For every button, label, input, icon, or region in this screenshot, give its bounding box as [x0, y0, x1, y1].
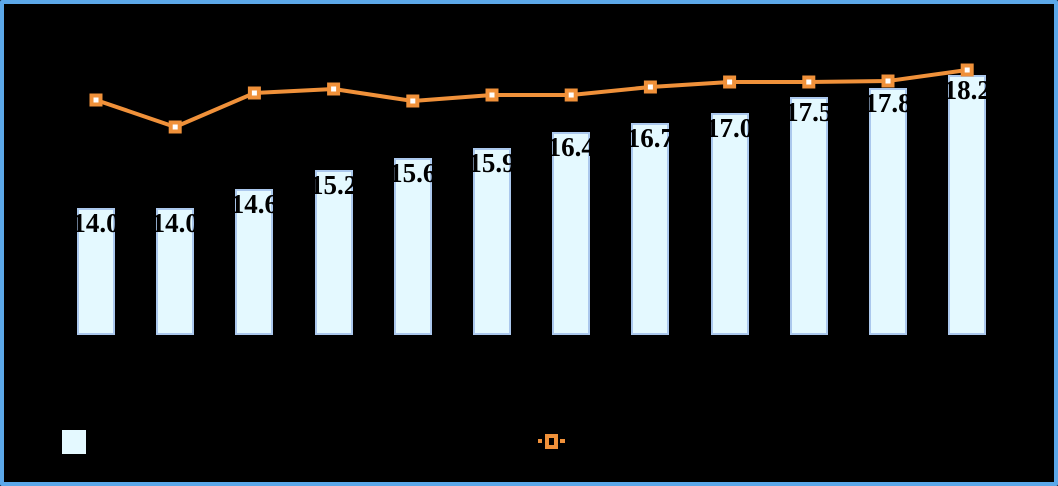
- bar-value-label: 14.0: [72, 208, 120, 239]
- line-marker-center-icon: [489, 92, 495, 98]
- bar: [948, 75, 987, 335]
- line-marker-center-icon: [964, 67, 970, 73]
- line-series: [89, 63, 974, 134]
- line-marker-center-icon: [410, 98, 416, 104]
- line-marker-center-icon: [93, 97, 99, 103]
- legend-line-swatch: [536, 433, 567, 450]
- line-marker-center-icon: [885, 78, 891, 84]
- bar-value-label: 14.0: [151, 208, 199, 239]
- bar: [393, 157, 432, 335]
- bar-value-label: 15.9: [468, 148, 516, 179]
- line-marker-center-icon: [647, 84, 653, 90]
- bar: [631, 122, 670, 335]
- bar-value-label: 14.6: [230, 189, 279, 220]
- line-marker-center-icon: [251, 90, 257, 96]
- line-marker-center-icon: [331, 86, 337, 92]
- line-marker-center-icon: [172, 124, 178, 130]
- bar-value-label: 17.0: [705, 113, 754, 144]
- line-marker-center-icon: [568, 92, 574, 98]
- bar: [710, 113, 749, 335]
- legend-line-dash-left-icon: [538, 439, 542, 443]
- bar-value-label: 17.5: [785, 97, 833, 128]
- bar: [869, 87, 907, 335]
- legend-bar-swatch: [62, 430, 86, 454]
- bar-value-label: 16.4: [547, 132, 595, 163]
- legend-line-dash-right-icon: [560, 439, 565, 443]
- bar-value-label: 18.2: [943, 75, 991, 106]
- bar-value-label: 16.7: [626, 122, 675, 153]
- bar: [77, 208, 115, 335]
- bar-value-label: 17.8: [864, 87, 912, 118]
- legend-line-marker-icon: [545, 434, 558, 449]
- legend: [4, 4, 1054, 482]
- line-path: [95, 68, 968, 130]
- plot-area: 14.0 14.0 14.6 15.2 15.6 15.9 16.4 16.7 17.0 17.5…: [4, 4, 1054, 482]
- bar: [314, 170, 353, 335]
- bar: [552, 132, 591, 335]
- bar: [156, 208, 195, 335]
- bar: [789, 97, 828, 335]
- line-marker-center-icon: [806, 79, 812, 85]
- bar: [473, 148, 511, 335]
- line-marker-center-icon: [727, 79, 733, 85]
- bar: [235, 189, 274, 335]
- bar-value-label: 15.2: [309, 170, 358, 201]
- bar-value-label: 15.6: [389, 157, 437, 188]
